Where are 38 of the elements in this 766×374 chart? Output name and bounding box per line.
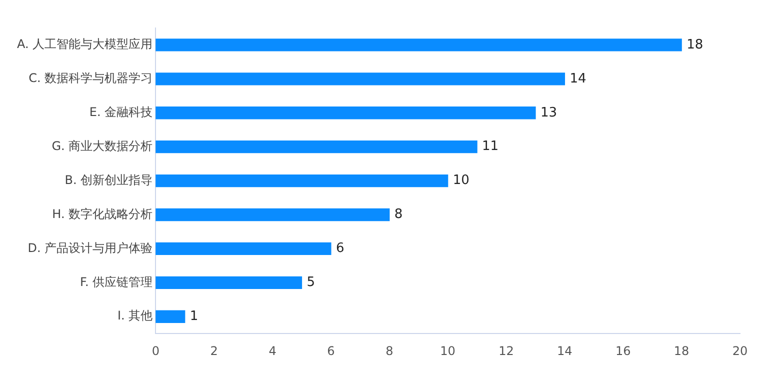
x-tick-label: 4	[268, 344, 276, 358]
bar	[156, 38, 682, 52]
y-tick-label: E. 金融科技	[89, 105, 153, 120]
y-tick-label: A. 人工智能与大模型应用	[16, 37, 153, 52]
data-label: 18	[686, 37, 704, 52]
bar	[156, 276, 302, 289]
data-label: 1	[190, 308, 198, 324]
y-tick-label: F. 供应链管理	[80, 274, 153, 289]
bar	[156, 310, 186, 323]
data-label: 6	[336, 241, 344, 256]
x-tick-label: 8	[386, 344, 394, 358]
bar	[156, 174, 448, 188]
data-label: 5	[306, 275, 315, 290]
y-tick-label: I. 其他	[117, 308, 153, 323]
bar	[156, 72, 566, 86]
x-tick-label: 18	[674, 344, 690, 358]
x-tick-label: 20	[732, 344, 748, 358]
x-tick-label: 10	[440, 344, 456, 358]
y-tick-label: D. 产品设计与用户体验	[28, 240, 153, 255]
x-tick-label: 0	[152, 344, 160, 358]
bar	[156, 208, 390, 222]
y-tick-label: G. 商业大数据分析	[52, 138, 153, 153]
x-tick-label: 6	[327, 344, 335, 358]
data-label: 11	[482, 139, 499, 154]
bar	[156, 106, 536, 120]
x-tick-label: 14	[557, 344, 572, 358]
y-tick-label: H. 数字化战略分析	[52, 206, 153, 221]
data-label: 13	[540, 105, 558, 120]
bar	[156, 140, 478, 154]
y-tick-label: B. 创新创业指导	[64, 172, 153, 187]
y-tick-label: C. 数据科学与机器学习	[28, 71, 153, 86]
data-label: 10	[452, 173, 470, 188]
bar	[156, 242, 332, 256]
x-tick-label: 2	[210, 344, 218, 358]
x-tick-label: 16	[615, 344, 631, 358]
data-label: 8	[394, 207, 403, 222]
x-tick-label: 12	[498, 344, 514, 358]
data-label: 14	[570, 71, 586, 86]
